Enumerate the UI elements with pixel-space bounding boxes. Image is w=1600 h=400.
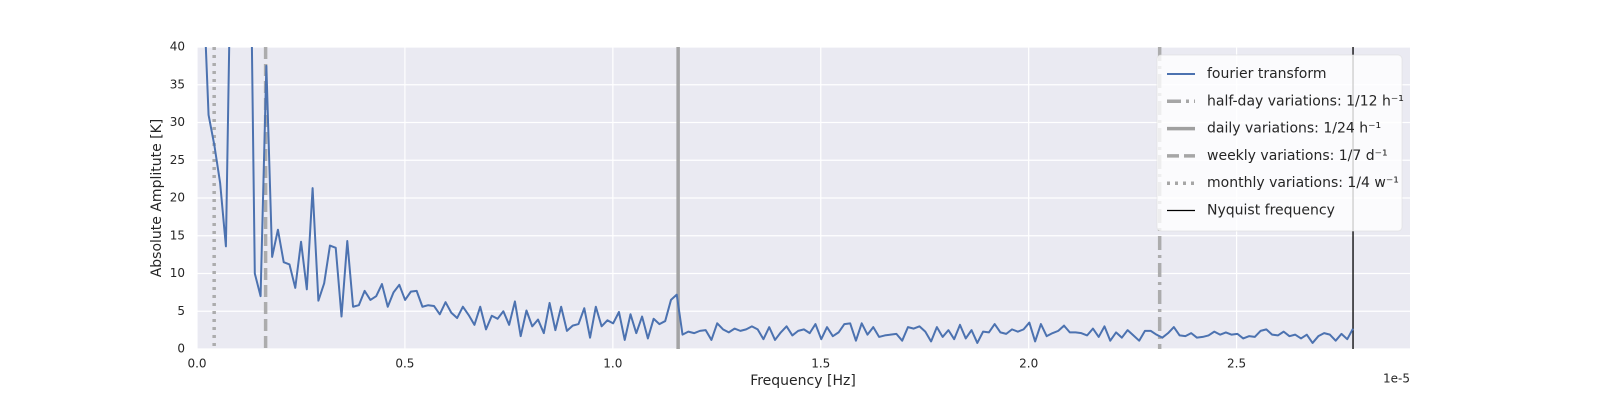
y-axis-label: Absolute Amplitute [K]	[149, 119, 165, 278]
legend: fourier transform half-day variations: 1/…	[1156, 54, 1404, 232]
x-tick-label: 2.5	[1227, 357, 1246, 371]
legend-label: fourier transform	[1207, 66, 1326, 82]
legend-label: Nyquist frequency	[1207, 203, 1335, 219]
legend-box	[1156, 54, 1403, 232]
x-offset-label: 1e-5	[1383, 372, 1410, 386]
y-tick-label: 40	[170, 40, 185, 54]
x-tick-label: 2.0	[1019, 357, 1038, 371]
line-series	[204, 47, 1354, 344]
x-tick-label: 0.5	[395, 357, 414, 371]
x-axis-label: Frequency [Hz]	[750, 373, 856, 389]
y-tick-label: 30	[170, 115, 185, 129]
legend-label: monthly variations: 1/4 w⁻¹	[1207, 175, 1399, 191]
y-tick-label: 25	[170, 153, 185, 167]
y-tick-label: 0	[177, 342, 185, 356]
y-tick-label: 35	[170, 77, 185, 91]
y-tick-label: 5	[177, 304, 185, 318]
y-tick-label: 10	[170, 266, 185, 280]
legend-label: daily variations: 1/24 h⁻¹	[1207, 121, 1381, 137]
x-tick-label: 0.0	[187, 357, 206, 371]
x-tick-label: 1.0	[603, 357, 622, 371]
legend-label: weekly variations: 1/7 d⁻¹	[1207, 148, 1388, 164]
y-tick-label: 15	[170, 228, 185, 242]
y-tick-label: 20	[170, 191, 185, 205]
x-tick-label: 1.5	[811, 357, 830, 371]
legend-label: half-day variations: 1/12 h⁻¹	[1207, 93, 1404, 109]
